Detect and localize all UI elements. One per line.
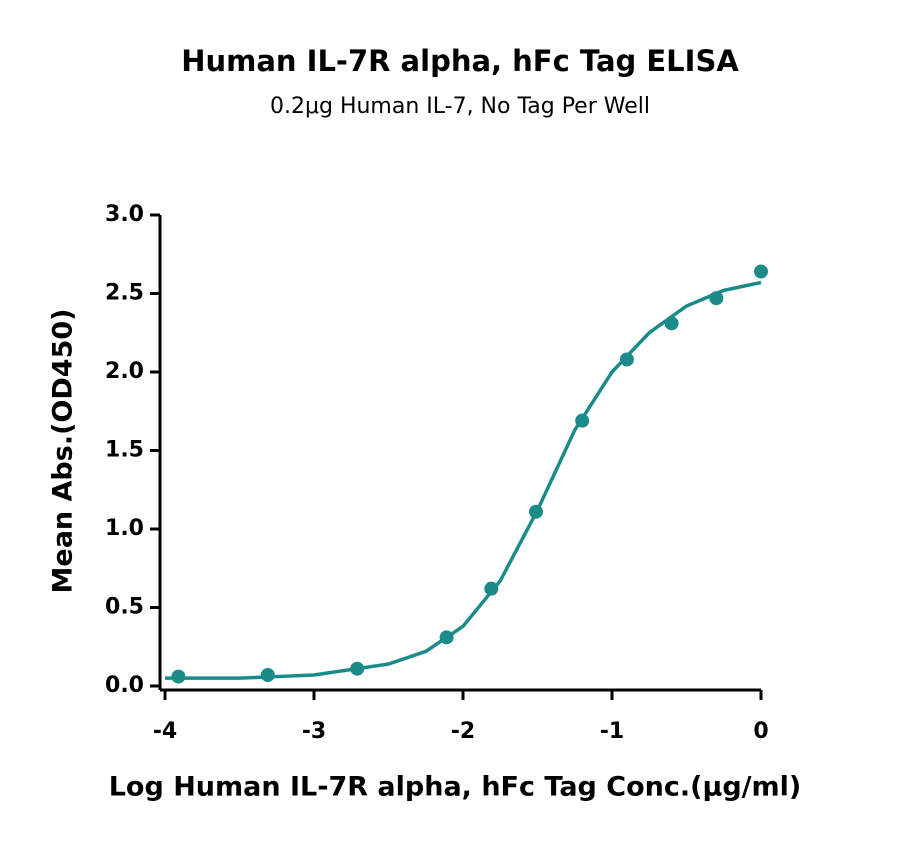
data-point [619,352,634,367]
y-axis-label: Mean Abs.(OD450) [48,309,79,594]
data-point [439,630,454,645]
data-point [529,504,544,519]
x-tick-label: -1 [600,719,624,744]
fit-curve [165,280,762,680]
data-point [709,291,724,306]
x-axis-label: Log Human IL-7R alpha, hFc Tag Conc.(μg/… [109,772,802,803]
y-tick-label: 2.0 [105,359,144,384]
y-tick-label: 0.0 [105,673,144,698]
y-tick-label: 1.5 [105,438,144,463]
x-tick-label: 0 [753,719,768,744]
chart-title: Human IL-7R alpha, hFc Tag ELISA [181,44,739,78]
x-tick-label: -3 [302,719,326,744]
data-point [664,316,679,331]
data-point [484,581,499,596]
x-tick-label: -4 [153,719,177,744]
y-tick-label: 2.5 [105,281,144,306]
data-point [260,668,275,683]
data-point [350,661,365,676]
chart-subtitle: 0.2μg Human IL-7, No Tag Per Well [270,94,650,119]
x-tick-label: -2 [451,719,475,744]
y-tick-label: 1.0 [105,516,144,541]
y-tick-label: 3.0 [105,202,144,227]
y-tick-label: 0.5 [105,595,144,620]
data-point [171,669,186,684]
data-point [575,413,590,428]
data-point [754,264,768,279]
